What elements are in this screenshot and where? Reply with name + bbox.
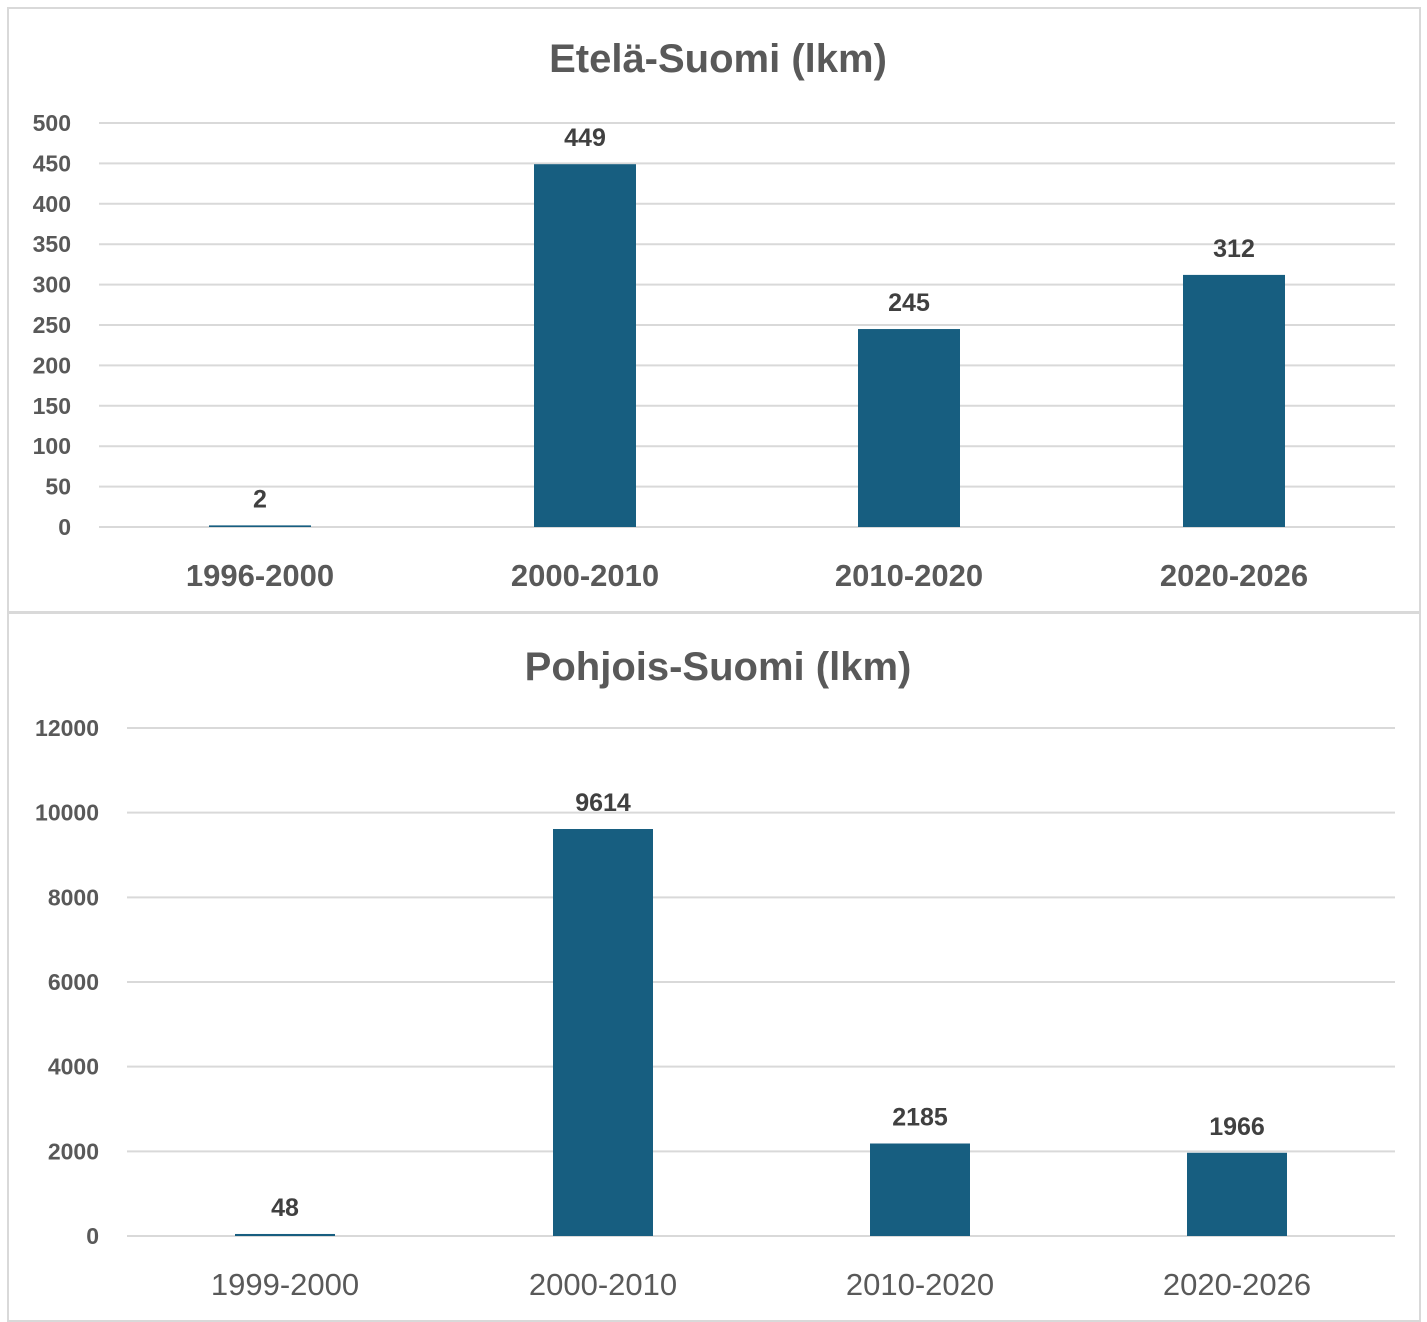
x-tick-label: 2020-2026 [1160,558,1308,593]
y-tick-label: 400 [33,191,71,217]
bar [553,829,653,1236]
y-tick-label: 2000 [48,1138,99,1164]
y-tick-label: 10000 [35,800,99,826]
bar-chart-pohjois-suomi: Pohjois-Suomi (lkm) 0 2000 4000 6000 8000 100… [35,645,1395,1302]
bar [235,1233,335,1236]
chart-title: Pohjois-Suomi (lkm) [525,645,912,689]
y-tick-label: 0 [86,1223,99,1249]
bar [1187,1152,1287,1236]
x-tick-label: 2010-2020 [846,1267,994,1302]
x-tick-label: 2000-2010 [511,558,659,593]
x-tick-label: 1996-2000 [186,558,334,593]
y-tick-label: 4000 [48,1054,99,1080]
x-tick-label: 2020-2026 [1163,1267,1311,1302]
data-label: 449 [564,124,606,152]
data-label: 1966 [1209,1113,1265,1141]
y-tick-label: 450 [33,150,71,176]
chart-panel-pohjois-suomi: Pohjois-Suomi (lkm) 0 2000 4000 6000 8000 100… [7,612,1421,1322]
bar [870,1143,970,1236]
bar [1183,274,1285,527]
bar [534,164,636,527]
y-tick-label: 250 [33,312,71,338]
data-label: 2185 [892,1104,948,1132]
y-tick-label: 0 [58,514,71,540]
y-tick-label: 300 [33,272,71,298]
y-tick-label: 100 [33,433,71,459]
chart-title: Etelä-Suomi (lkm) [549,37,887,81]
bar [209,525,311,527]
data-label: 312 [1213,235,1255,263]
chart-panel-etela-suomi: Etelä-Suomi (lkm) 0 50 100 150 200 250 300 350 4… [7,7,1421,613]
x-tick-label: 2010-2020 [835,558,983,593]
data-label: 2 [253,485,267,513]
x-tick-label: 1999-2000 [211,1267,359,1302]
y-tick-label: 350 [33,231,71,257]
y-tick-label: 500 [33,110,71,136]
y-tick-label: 12000 [35,715,99,741]
y-tick-label: 150 [33,393,71,419]
data-label: 9614 [575,789,631,817]
y-tick-label: 200 [33,352,71,378]
data-label: 48 [271,1194,299,1222]
x-tick-label: 2000-2010 [529,1267,677,1302]
y-tick-label: 8000 [48,884,99,910]
y-tick-label: 50 [45,474,71,500]
bar [858,329,960,527]
y-tick-label: 6000 [48,969,99,995]
data-label: 245 [888,289,930,317]
bar-chart-etela-suomi: Etelä-Suomi (lkm) 0 50 100 150 200 250 300 350 4… [33,37,1395,593]
